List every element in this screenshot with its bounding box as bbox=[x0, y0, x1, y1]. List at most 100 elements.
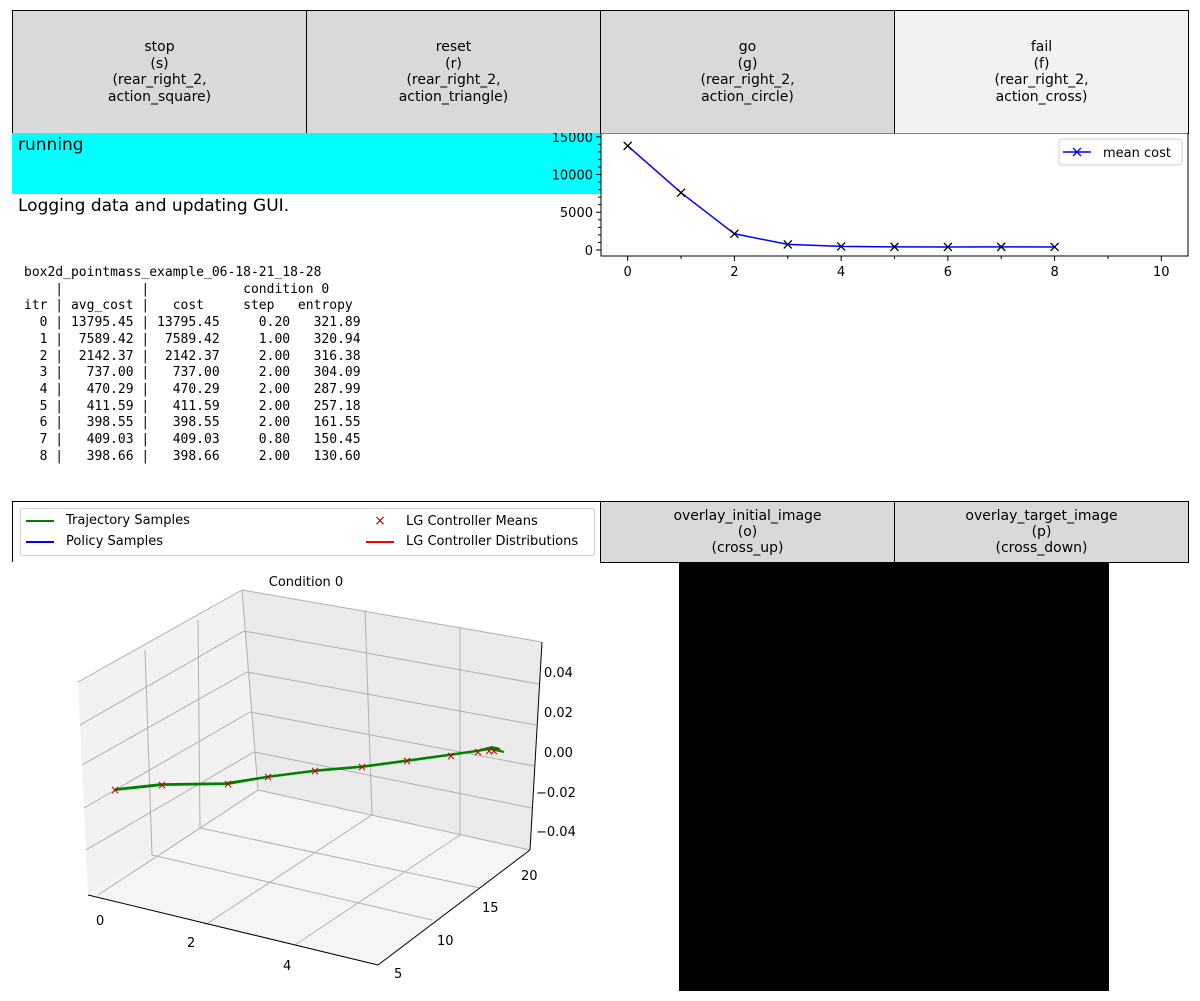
iteration-log: box2d_pointmass_example_06-18-21_18-28 |… bbox=[24, 265, 361, 465]
go-button[interactable]: go (g) (rear_right_2, action_circle) bbox=[600, 10, 895, 134]
y-tick-label: 5000 bbox=[560, 206, 593, 221]
y-tick-label: 20 bbox=[521, 869, 538, 884]
x-tick-label: 10 bbox=[1153, 265, 1170, 280]
controller-mean-marker: × bbox=[263, 770, 273, 784]
data-point-marker bbox=[996, 242, 1006, 252]
action-button-row: stop (s) (rear_right_2, action_square) r… bbox=[12, 10, 1189, 134]
go-button-label: go bbox=[738, 39, 757, 55]
reset-button[interactable]: reset (r) (rear_right_2, action_triangle… bbox=[306, 10, 601, 134]
back-pane bbox=[242, 590, 542, 850]
stop-button-key: (s) bbox=[150, 55, 169, 72]
controller-mean-marker: × bbox=[357, 760, 367, 774]
plot-legend: Trajectory Samples Policy Samples × LG C… bbox=[20, 508, 595, 556]
trajectory-sample-line bbox=[479, 745, 501, 751]
red-line-icon bbox=[366, 540, 394, 543]
fail-button-action: action_cross) bbox=[995, 88, 1088, 105]
data-point-marker bbox=[783, 239, 793, 249]
reset-button-label: reset bbox=[435, 39, 472, 55]
log-row: 0 | 13795.45 | 13795.45 0.20 321.89 bbox=[24, 315, 361, 331]
overlay-target-key: (p) bbox=[1031, 524, 1052, 540]
go-button-action: action_circle) bbox=[701, 88, 794, 105]
z-tick-label: −0.04 bbox=[536, 825, 576, 840]
legend-label: Trajectory Samples bbox=[66, 513, 190, 528]
reset-button-key: (r) bbox=[445, 55, 462, 72]
left-pane bbox=[78, 590, 258, 895]
overlay-initial-key: (o) bbox=[737, 524, 758, 540]
controller-mean-marker: × bbox=[446, 749, 456, 763]
status-indicator: running bbox=[12, 133, 601, 194]
lg-controller-means: × × × × × × × × × × × bbox=[110, 744, 499, 797]
data-point-marker bbox=[676, 188, 686, 198]
log-row: 1 | 7589.42 | 7589.42 1.00 320.94 bbox=[24, 331, 361, 347]
reset-button-trigger: (rear_right_2, bbox=[406, 72, 501, 88]
status-message: Logging data and updating GUI. bbox=[18, 196, 290, 216]
fail-button-trigger: (rear_right_2, bbox=[994, 72, 1089, 88]
x-tick-label: 6 bbox=[944, 265, 952, 280]
legend-label: LG Controller Means bbox=[406, 513, 538, 529]
z-tick-label: 0.00 bbox=[544, 746, 573, 761]
condition-plot-title: Condition 0 bbox=[268, 575, 344, 590]
log-header-columns: itr | avg_cost | cost step entropy bbox=[24, 298, 353, 314]
x-tick-label: 0 bbox=[624, 265, 632, 280]
log-row: 5 | 411.59 | 411.59 2.00 257.18 bbox=[24, 398, 361, 414]
legend-item-policy-samples: Policy Samples bbox=[26, 534, 163, 549]
log-row: 3 | 737.00 | 737.00 2.00 304.09 bbox=[24, 365, 361, 381]
controller-mean-marker: × bbox=[489, 744, 499, 758]
y-tick-label: 5 bbox=[394, 967, 402, 982]
experiment-name: box2d_pointmass_example_06-18-21_18-28 bbox=[24, 265, 322, 280]
overlay-target-trigger: (cross_down) bbox=[995, 540, 1088, 556]
stop-button-trigger: (rear_right_2, bbox=[112, 72, 207, 88]
trajectory-samples bbox=[114, 745, 505, 791]
overlay-initial-label: overlay_initial_image bbox=[673, 508, 822, 524]
green-line-icon bbox=[26, 519, 54, 522]
fail-button[interactable]: fail (f) (rear_right_2, action_cross) bbox=[894, 10, 1189, 134]
data-point-marker bbox=[729, 229, 739, 239]
overlay-target-label: overlay_target_image bbox=[965, 508, 1118, 524]
legend-label: Policy Samples bbox=[66, 534, 164, 549]
status-label: running bbox=[18, 135, 84, 155]
controller-mean-marker: × bbox=[402, 754, 412, 768]
log-header-condition: | | condition 0 bbox=[24, 281, 330, 297]
plot-legend-panel: Trajectory Samples Policy Samples × LG C… bbox=[12, 501, 601, 562]
controller-mean-marker: × bbox=[310, 764, 320, 778]
data-point-marker bbox=[943, 242, 953, 252]
chart-legend bbox=[1058, 138, 1183, 166]
fail-button-key: (f) bbox=[1033, 55, 1050, 72]
x-tick-label: 0 bbox=[96, 914, 104, 929]
overlay-target-image-button[interactable]: overlay_target_image (p) (cross_down) bbox=[894, 501, 1189, 563]
data-point-marker bbox=[1050, 242, 1060, 252]
x-tick-label: 2 bbox=[730, 265, 738, 280]
stop-button-action: action_square) bbox=[107, 88, 212, 105]
y-tick-label: 10000 bbox=[552, 169, 593, 184]
y-tick-label: 15 bbox=[482, 901, 499, 916]
controller-mean-marker: × bbox=[223, 777, 233, 791]
x-tick-label: 4 bbox=[283, 959, 291, 974]
plot3d-grid bbox=[77, 589, 543, 946]
legend-item-lg-controller-distributions: LG Controller Distributions bbox=[366, 534, 578, 549]
go-button-key: (g) bbox=[737, 55, 758, 72]
data-point-marker bbox=[836, 241, 846, 251]
y-tick-label: 10 bbox=[437, 934, 454, 949]
legend-x-marker-icon bbox=[1072, 147, 1082, 157]
fail-button-label: fail bbox=[1030, 39, 1053, 55]
mean-cost-chart: 0 2 4 6 8 10 0 5000 10000 15000 mean cost bbox=[552, 133, 1189, 280]
legend-item-trajectory-samples: Trajectory Samples bbox=[26, 513, 190, 528]
controller-mean-marker: × bbox=[484, 744, 494, 758]
plot3d-tick-labels: 0 2 4 5 10 15 20 0.04 0.02 0.00 −0.02 −0… bbox=[96, 666, 576, 982]
z-tick-label: 0.02 bbox=[544, 706, 573, 721]
log-row: 2 | 2142.37 | 2142.37 2.00 316.38 bbox=[24, 348, 361, 364]
image-display bbox=[679, 563, 1109, 991]
stop-button[interactable]: stop (s) (rear_right_2, action_square) bbox=[12, 10, 307, 134]
legend-item-lg-controller-means: × LG Controller Means bbox=[366, 513, 538, 529]
overlay-initial-image-button[interactable]: overlay_initial_image (o) (cross_up) bbox=[600, 501, 895, 563]
data-point-marker bbox=[623, 141, 633, 151]
blue-line-icon bbox=[26, 540, 54, 543]
z-tick-label: −0.02 bbox=[536, 786, 576, 801]
controller-mean-marker: × bbox=[157, 778, 167, 792]
go-button-trigger: (rear_right_2, bbox=[700, 72, 795, 88]
x-tick-label: 4 bbox=[837, 265, 845, 280]
plot3d-axes bbox=[87, 641, 543, 966]
y-tick-label: 15000 bbox=[552, 133, 593, 146]
legend-label: mean cost bbox=[1103, 146, 1171, 161]
trajectory-3d-plot: 0 2 4 5 10 15 20 0.04 0.02 0.00 −0.02 −0… bbox=[77, 589, 576, 982]
